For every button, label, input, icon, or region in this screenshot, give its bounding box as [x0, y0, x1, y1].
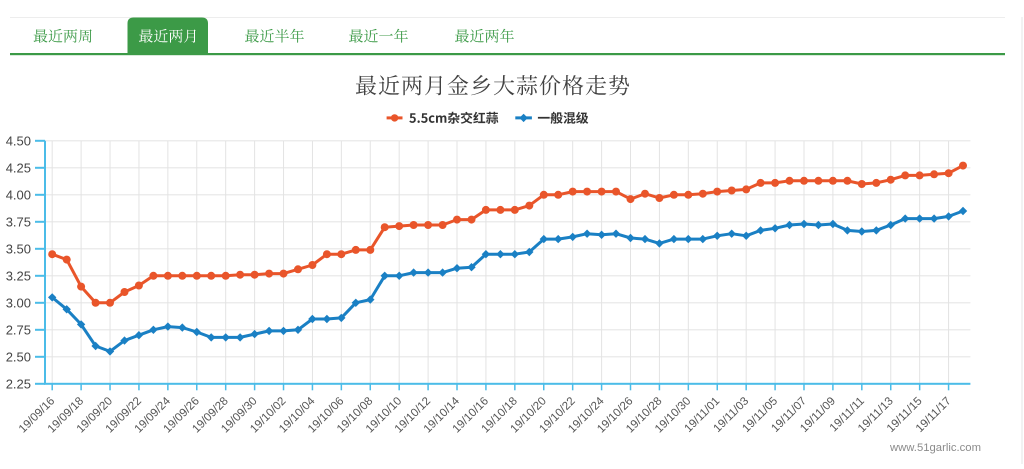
svg-text:2.75: 2.75	[6, 323, 31, 338]
svg-text:www.51garlic.com: www.51garlic.com	[889, 442, 981, 454]
svg-text:4.00: 4.00	[6, 188, 31, 203]
svg-text:3.00: 3.00	[6, 296, 31, 311]
svg-text:2.50: 2.50	[6, 350, 31, 365]
svg-text:2.25: 2.25	[6, 377, 31, 392]
svg-text:3.25: 3.25	[6, 269, 31, 284]
svg-text:4.50: 4.50	[6, 134, 31, 149]
svg-text:3.50: 3.50	[6, 242, 31, 257]
svg-text:3.75: 3.75	[6, 215, 31, 230]
svg-text:4.25: 4.25	[6, 161, 31, 176]
